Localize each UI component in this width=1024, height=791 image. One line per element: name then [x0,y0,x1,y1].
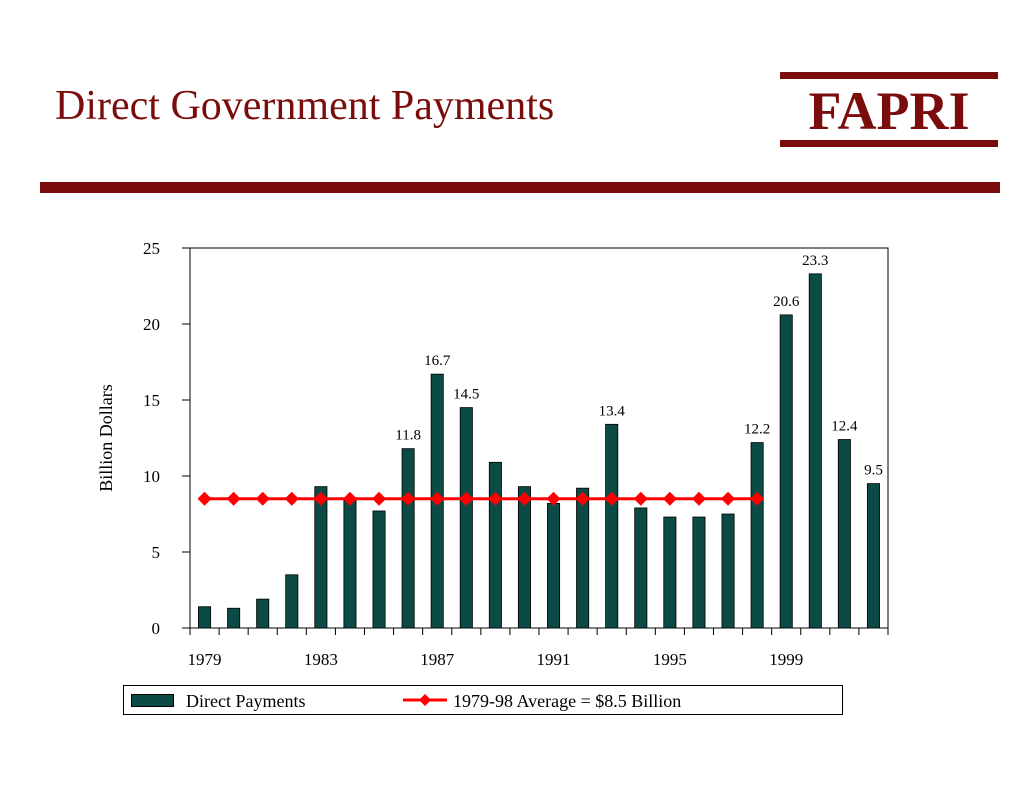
logo-bottom-bar [780,140,998,147]
bar-1994 [634,507,648,629]
bar-1993 [605,423,619,629]
data-label-1987: 16.7 [424,353,451,369]
x-tick-label: 1979 [188,650,222,669]
data-label-1993: 13.4 [599,403,626,419]
y-tick-label: 5 [152,543,161,562]
data-label-1999: 20.6 [773,294,800,310]
bar-data-labels: 11.8 16.7 14.5 13.4 12.2 20.6 23.3 12.4 9.5 [395,253,883,479]
average-line [197,491,765,506]
data-label-2002: 9.5 [864,463,883,479]
legend-swatch-direct-payments [131,694,174,707]
x-tick-label: 1991 [537,650,571,669]
average-marker-1990 [517,491,532,506]
bar-1997 [721,513,735,629]
bar-2001 [837,439,851,629]
legend-swatch-average-line [403,694,447,706]
title-divider [40,182,1000,193]
average-marker-1979 [197,491,212,506]
average-marker-1994 [633,491,648,506]
bar-1988 [459,407,473,629]
average-marker-1989 [488,491,503,506]
y-tick-label: 20 [143,315,160,334]
bar-1985 [372,510,386,629]
bar-1980 [227,607,241,629]
bars [198,273,880,629]
y-axis: 0 5 10 15 20 25 [143,239,191,638]
data-label-2000: 23.3 [802,253,828,269]
chart-legend: Direct Payments 1979-98 Average = $8.5 B… [123,685,843,715]
bar-1995 [663,516,677,629]
x-tick-label: 1983 [304,650,338,669]
average-marker-1987 [430,491,445,506]
bar-2000 [808,273,822,629]
bar-1979 [198,606,212,629]
bar-1984 [343,499,357,629]
average-marker-1993 [604,491,619,506]
legend-label-average: 1979-98 Average = $8.5 Billion [453,691,682,711]
y-tick-label: 10 [143,467,160,486]
x-tick-label: 1995 [653,650,687,669]
average-marker-1996 [691,491,706,506]
average-marker-1991 [546,491,561,506]
average-marker-1997 [721,491,736,506]
bar-1981 [256,598,270,629]
bar-1983 [314,486,328,629]
slide-title: Direct Government Payments [55,83,555,129]
average-marker-1998 [750,491,765,506]
legend-label-direct-payments: Direct Payments [186,691,306,711]
x-tick-label: 1987 [420,650,455,669]
average-marker-1983 [313,491,328,506]
average-marker-1981 [255,491,270,506]
average-marker-1980 [226,491,241,506]
bar-1999 [779,314,793,629]
average-marker-1992 [575,491,590,506]
average-marker-1988 [459,491,474,506]
bar-1996 [692,516,706,629]
data-label-1988: 14.5 [453,387,479,403]
y-tick-label: 0 [152,619,161,638]
bar-1989 [488,461,502,629]
average-marker-1985 [372,491,387,506]
average-marker-1986 [401,491,416,506]
average-marker-1982 [284,491,299,506]
x-tick-label: 1999 [769,650,803,669]
bar-1992 [576,487,590,629]
logo-top-bar [780,72,998,79]
fapri-logo: FAPRI [780,72,998,148]
y-tick-label: 25 [143,239,160,258]
bar-2002 [866,483,880,629]
y-axis-label: Billion Dollars [96,384,116,492]
bar-1982 [285,574,299,629]
data-label-1986: 11.8 [395,428,421,444]
bar-1990 [517,486,531,629]
bar-1998 [750,442,764,629]
bar-1986 [401,448,415,629]
average-marker-1995 [662,491,677,506]
data-label-2001: 12.4 [831,419,858,435]
logo-text: FAPRI [808,81,970,141]
x-axis: 1979 1983 1987 1991 1995 1999 [188,627,889,669]
data-label-1998: 12.2 [744,422,770,438]
y-tick-label: 15 [143,391,160,410]
average-marker-1984 [342,491,357,506]
bar-1991 [547,502,561,629]
